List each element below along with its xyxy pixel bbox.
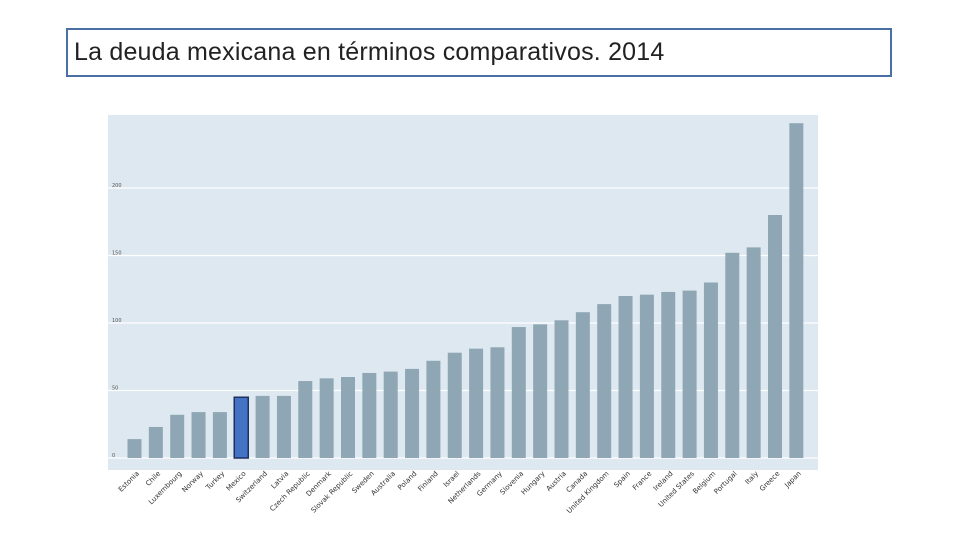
title-box: La deuda mexicana en términos comparativ… [66,28,892,77]
bar [255,395,270,458]
y-axis-ticks: 0 50 100 150 200 [112,183,122,459]
bar [426,360,441,458]
x-category-label: Greece [758,470,781,493]
y-tick-label: 150 [112,251,122,257]
x-category-label: Italy [744,470,760,486]
y-tick-label: 100 [112,318,122,324]
x-category-label: Chile [144,470,162,488]
bar [469,348,484,458]
bar [639,294,654,458]
y-tick-label: 0 [112,453,115,459]
bar [597,304,612,458]
bar [148,426,163,458]
bar [447,352,462,458]
gridlines [108,187,818,459]
y-tick-label: 200 [112,183,122,189]
bar [341,377,355,458]
bar [746,247,761,458]
bar [191,412,206,458]
bar [703,282,718,458]
bar [682,290,697,458]
x-category-label: Norway [181,470,205,494]
bar [575,312,590,458]
bar [212,412,227,458]
bar [490,347,505,458]
x-category-label: Poland [396,470,418,492]
bar [127,439,142,458]
y-tick-label: 50 [112,386,118,392]
bar [725,252,740,458]
bar [276,395,291,458]
x-category-label: Spain [612,470,631,489]
bar [319,378,334,458]
x-category-label: Japan [783,470,803,490]
x-category-label: Israel [442,470,461,489]
bar [298,381,313,458]
bar-highlight [233,396,249,459]
bar [533,324,548,458]
x-category-label: France [631,470,653,492]
x-category-label: Estonia [117,470,141,494]
bar [768,215,782,458]
bar [511,327,526,458]
x-category-label: Hungary [520,470,547,497]
bar [405,368,420,458]
bar [362,372,377,458]
bar [661,291,676,458]
bar [383,371,398,458]
bar [554,320,569,458]
bars [127,123,804,459]
x-category-label: Portugal [713,470,739,496]
x-category-label: Finland [416,470,439,493]
bar [618,296,633,458]
bar [789,123,804,458]
plot-background [108,115,818,470]
x-category-label: Turkey [204,470,226,492]
bar [170,414,185,458]
slide-title: La deuda mexicana en términos comparativ… [74,38,665,66]
